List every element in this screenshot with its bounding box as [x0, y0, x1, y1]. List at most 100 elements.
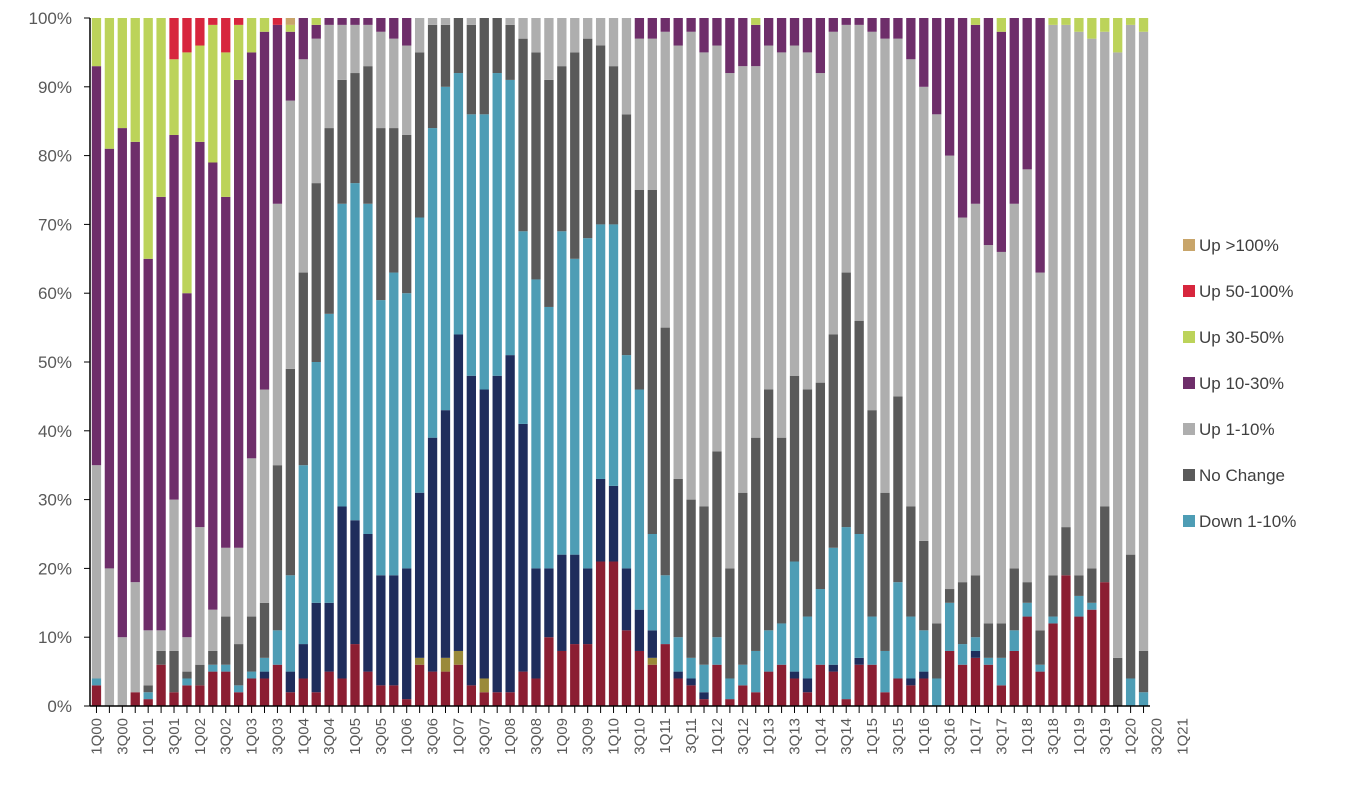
bar-segment-down_1_10 — [440, 86, 451, 411]
bar-segment-down_10_30 — [686, 678, 696, 686]
bar-segment-no_change — [660, 327, 670, 576]
bar-segment-up_10_30 — [1022, 18, 1032, 170]
bar-segment-up_1_10 — [324, 24, 334, 129]
y-tick-label: 30% — [38, 491, 72, 510]
x-tick-label: 1Q02 — [192, 718, 209, 755]
bar-segment-up_10_30 — [350, 18, 360, 25]
legend-item: Up >100% — [1183, 236, 1279, 255]
bar-segment-no_change — [776, 437, 787, 624]
bar-segment-up_1_10 — [1074, 31, 1084, 576]
bar-segment-no_change — [919, 540, 929, 631]
bar-segment-up_10_30 — [738, 18, 748, 67]
x-tick-label: 1Q20 — [1123, 718, 1140, 755]
x-tick-label: 1Q03 — [244, 718, 261, 755]
bar-segment-down_gt_10 — [919, 678, 929, 706]
bar-segment-up_1_10 — [440, 18, 451, 25]
bar-segment-down_10_30 — [479, 389, 489, 679]
bar-segment-down_gt_10 — [828, 671, 838, 706]
bar-segment-down_1_10 — [1035, 664, 1045, 672]
bar-segment-up_50_100 — [195, 18, 205, 46]
bar-segment-down_gt_10 — [492, 692, 502, 706]
bar-segment-down_1_10 — [789, 561, 800, 672]
legend-label: Up 10-30% — [1199, 374, 1284, 393]
legend-label: Up >100% — [1199, 236, 1279, 255]
bar-segment-up_10_30 — [402, 18, 412, 46]
bar-segment-no_change — [867, 410, 877, 617]
bar-segment-up_10_30 — [815, 18, 826, 74]
bar-segment-down_1_10 — [970, 637, 981, 651]
bar-segment-down_10_30 — [337, 506, 347, 679]
bar-segment-down_gt_10 — [583, 644, 593, 706]
legend: Up >100% Up 50-100% Up 30-50% Up 10-30% Up 1… — [1183, 236, 1296, 531]
bar-segment-down_gt_10 — [169, 692, 179, 706]
x-tick-label: 1Q06 — [399, 718, 416, 755]
bar-segment-no_change — [208, 650, 218, 665]
bar-segment-up_1_10 — [738, 66, 748, 493]
bar-segment-down_1_10 — [893, 582, 903, 679]
x-tick-label: 1Q01 — [140, 718, 157, 755]
bar-segment-down_gt_10 — [880, 692, 890, 706]
bar-segment-up_30_50 — [246, 18, 257, 53]
legend-swatch — [1183, 515, 1195, 527]
bar-segment-down_gt_10 — [453, 664, 464, 706]
bar-segment-down_1_10 — [208, 664, 218, 672]
bar-segment-down_gt_10 — [647, 664, 657, 706]
bar-segment-down_gt_10 — [1048, 623, 1058, 706]
bar-segment-down_10_30 — [583, 568, 593, 645]
bar-segment-up_1_10 — [712, 45, 722, 452]
bar-segment-up_10_30 — [1009, 18, 1019, 204]
x-tick-label: 3Q11 — [683, 718, 700, 754]
legend-label: Up 1-10% — [1199, 420, 1275, 439]
x-tick-label: 3Q00 — [114, 718, 131, 755]
bar-segment-up_1_10 — [221, 547, 231, 617]
x-tick-label: 1Q21 — [1174, 718, 1191, 755]
bar-segment-down_gt_10 — [479, 692, 489, 706]
y-tick-label: 100% — [29, 9, 72, 28]
bar-segment-up_10_30 — [91, 66, 102, 466]
bar-segment-no_change — [324, 128, 334, 314]
legend-item: Up 10-30% — [1183, 374, 1284, 393]
bar-segment-down_gt_10 — [686, 685, 696, 706]
bar-segment-up_10_30 — [117, 128, 127, 638]
legend-swatch — [1183, 423, 1195, 435]
bar-segment-up_30_50 — [1048, 18, 1058, 25]
bar-segment-up_30_50 — [195, 45, 205, 142]
x-tick-label: 1Q04 — [295, 718, 312, 755]
bar-segment-down_1_10 — [712, 637, 722, 665]
bar-segment-down_10_30 — [906, 678, 916, 686]
bar-segment-up_30_50 — [285, 24, 296, 32]
bar-segment-down_gt_10 — [854, 664, 864, 706]
bar-segment-no_change — [608, 66, 619, 225]
bar-segment-down_gt_10 — [1087, 609, 1097, 706]
bar-segment-up_30_50 — [1074, 18, 1084, 32]
bar-segment-down_gt_10 — [815, 664, 826, 706]
bar-segment-up_50_100 — [169, 18, 179, 60]
bar-segment-down_10_30 — [919, 671, 929, 679]
x-tick-label: 1Q14 — [812, 718, 829, 755]
bar-segment-down_1_10 — [647, 534, 657, 631]
bar-segment-up_1_10 — [686, 31, 696, 500]
bar-segment-up_50_100 — [208, 18, 218, 25]
x-tick-label: 1Q09 — [554, 718, 571, 755]
bar-segment-up_10_30 — [867, 18, 877, 32]
bar-segment-down_gt_10 — [505, 692, 515, 706]
bar-segment-down_1_10 — [880, 650, 890, 693]
bar-segment-up_10_30 — [764, 18, 774, 46]
bar-segment-down_gt_10 — [414, 664, 425, 706]
bar-segment-no_change — [815, 382, 826, 590]
bar-segment-no_change — [686, 499, 696, 658]
x-tick-label: 1Q11 — [657, 718, 674, 754]
bar-segment-up_10_30 — [841, 18, 851, 25]
bar-segment-down_gt_10 — [970, 657, 981, 706]
bar-segment-no_change — [557, 66, 567, 232]
bar-segment-no_change — [996, 623, 1006, 658]
bar-segment-up_1_10 — [505, 18, 515, 25]
bar-segment-up_10_30 — [828, 18, 838, 32]
bar-segment-up_10_30 — [1035, 18, 1045, 273]
x-tick-label: 1Q00 — [88, 718, 105, 755]
bar-segment-up_1_10 — [867, 31, 877, 411]
x-tick-label: 3Q04 — [321, 718, 338, 755]
bar-segment-down_gt_10 — [324, 671, 334, 706]
bar-segment-down_1_10 — [272, 630, 283, 665]
